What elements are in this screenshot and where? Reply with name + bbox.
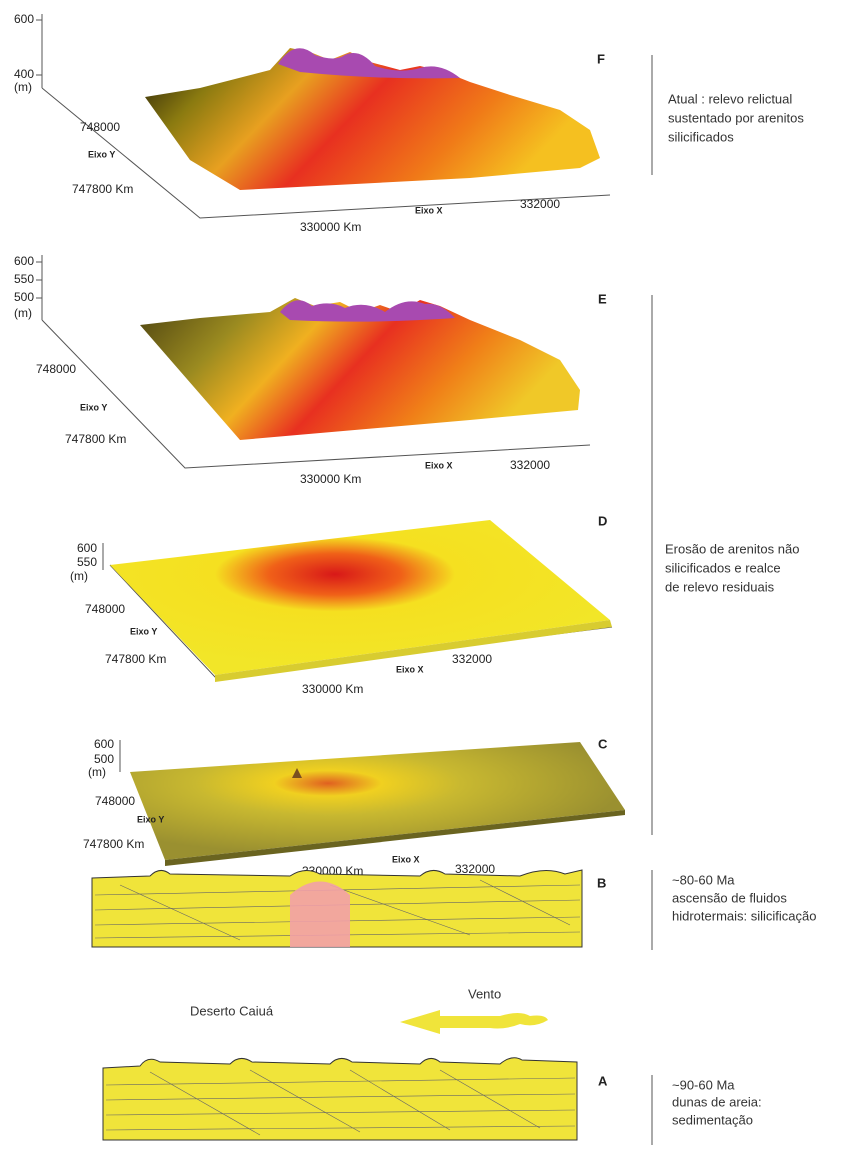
label: 550 [14, 272, 34, 286]
label: 500 [14, 290, 34, 304]
label: 400 [14, 67, 34, 81]
label: Deserto Caiuá [190, 1003, 274, 1018]
label: (m) [70, 569, 88, 583]
label: C [598, 736, 608, 751]
label: 330000 Km [300, 472, 361, 486]
label: 747800 Km [72, 182, 133, 196]
panel-e: 600 550 500 (m) 748000 Eixo Y 747800 Km … [14, 254, 607, 486]
label: 600 [14, 254, 34, 268]
label: 332000 [452, 652, 492, 666]
label: ~80-60 Ma [672, 872, 735, 887]
label: hidrotermais: silicificação [672, 908, 817, 923]
label: F [597, 51, 605, 66]
label: (m) [14, 80, 32, 94]
label: sedimentação [672, 1112, 753, 1127]
label: A [598, 1073, 608, 1088]
panel-d: 600 550 (m) 748000 Eixo Y 747800 Km 3300… [70, 513, 612, 696]
label: Eixo X [392, 854, 420, 864]
label: 550 [77, 555, 97, 569]
label: Vento [468, 986, 501, 1001]
label: E [598, 291, 607, 306]
label: 748000 [95, 794, 135, 808]
label: 747800 Km [105, 652, 166, 666]
label: dunas de areia: [672, 1094, 762, 1109]
page: Evolução do relevo {"panels": [ {"label"… [0, 0, 860, 1170]
annotations: Atual : relevo relictual sustentado por … [652, 55, 817, 1145]
label: (m) [88, 765, 106, 779]
label: 332000 [520, 197, 560, 211]
label: Atual : relevo relictual [668, 91, 792, 106]
label: Eixo Y [88, 149, 115, 159]
label: Erosão de arenitos não [665, 541, 799, 556]
label: (m) [14, 306, 32, 320]
shape [290, 882, 350, 948]
label: sustentado por arenitos [668, 110, 804, 125]
label: 332000 [510, 458, 550, 472]
panel-a: Deserto Caiuá Vento A [103, 986, 608, 1140]
label: 748000 [80, 120, 120, 134]
label: 330000 Km [302, 682, 363, 696]
label: 500 [94, 752, 114, 766]
label: 600 [94, 737, 114, 751]
figure: 600 400 (m) 748000 Eixo Y 747800 Km 3300… [0, 0, 860, 1170]
shape [400, 1010, 548, 1034]
label: de relevo residuais [665, 579, 775, 594]
label: silicificados e realce [665, 560, 781, 575]
label: 748000 [85, 602, 125, 616]
label: 747800 Km [83, 837, 144, 851]
panel-c: 600 500 (m) 748000 Eixo Y 747800 Km 3300… [83, 736, 625, 878]
label: 330000 Km [300, 220, 361, 234]
label: B [597, 875, 606, 890]
label: ascensão de fluidos [672, 890, 787, 905]
label: silicificados [668, 129, 734, 144]
label: 748000 [36, 362, 76, 376]
label: 747800 Km [65, 432, 126, 446]
label: Eixo Y [80, 402, 107, 412]
label: Eixo X [425, 460, 453, 470]
label: 600 [14, 12, 34, 26]
label: Eixo X [396, 664, 424, 674]
panel-b: B [92, 870, 606, 947]
panel-f: 600 400 (m) 748000 Eixo Y 747800 Km 3300… [14, 12, 610, 234]
label: Eixo Y [137, 814, 164, 824]
label: D [598, 513, 607, 528]
label: Eixo Y [130, 626, 157, 636]
body: 600 400 (m) 748000 Eixo Y 747800 Km 3300… [0, 0, 860, 1170]
label: ~90-60 Ma [672, 1077, 735, 1092]
label: 600 [77, 541, 97, 555]
shape [110, 520, 610, 675]
label: Eixo X [415, 205, 443, 215]
